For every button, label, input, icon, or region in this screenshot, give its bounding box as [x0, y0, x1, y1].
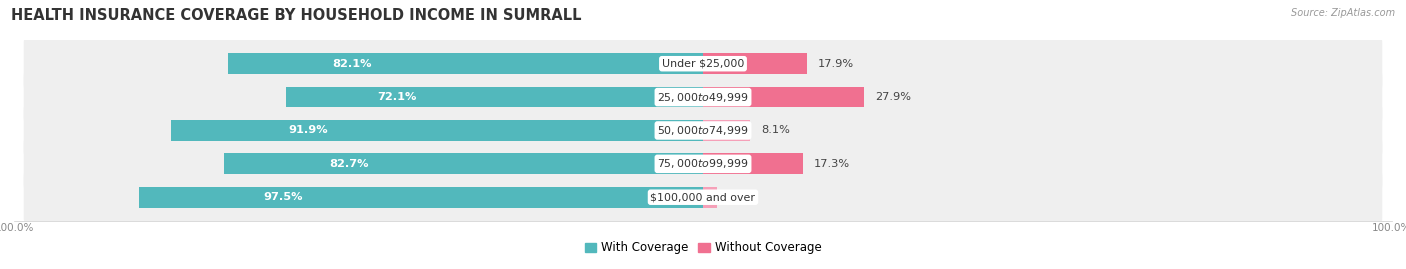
Text: 2.5%: 2.5% [728, 192, 758, 202]
Text: 17.9%: 17.9% [818, 59, 853, 69]
FancyBboxPatch shape [24, 68, 1382, 127]
Text: 8.1%: 8.1% [761, 125, 790, 136]
Text: HEALTH INSURANCE COVERAGE BY HOUSEHOLD INCOME IN SUMRALL: HEALTH INSURANCE COVERAGE BY HOUSEHOLD I… [11, 8, 582, 23]
Bar [285, 87, 703, 107]
Text: $100,000 and over: $100,000 and over [651, 192, 755, 202]
Text: 82.7%: 82.7% [329, 159, 370, 169]
Text: $75,000 to $99,999: $75,000 to $99,999 [657, 157, 749, 170]
Text: Source: ZipAtlas.com: Source: ZipAtlas.com [1291, 8, 1395, 18]
Text: 27.9%: 27.9% [876, 92, 911, 102]
Bar [228, 53, 703, 74]
Bar [703, 53, 807, 74]
Text: 72.1%: 72.1% [378, 92, 418, 102]
FancyBboxPatch shape [24, 34, 1382, 93]
Bar [225, 154, 703, 174]
Text: $25,000 to $49,999: $25,000 to $49,999 [657, 91, 749, 104]
Bar [703, 87, 865, 107]
Text: Under $25,000: Under $25,000 [662, 59, 744, 69]
Text: 82.1%: 82.1% [332, 59, 373, 69]
FancyBboxPatch shape [24, 134, 1382, 193]
Text: 91.9%: 91.9% [288, 125, 328, 136]
FancyBboxPatch shape [24, 101, 1382, 160]
Bar [172, 120, 703, 141]
Bar [703, 187, 717, 208]
Bar [703, 120, 749, 141]
Bar [703, 154, 803, 174]
Text: 97.5%: 97.5% [263, 192, 302, 202]
Text: 17.3%: 17.3% [814, 159, 851, 169]
Bar [139, 187, 703, 208]
FancyBboxPatch shape [24, 168, 1382, 227]
Text: $50,000 to $74,999: $50,000 to $74,999 [657, 124, 749, 137]
Legend: With Coverage, Without Coverage: With Coverage, Without Coverage [585, 241, 821, 254]
